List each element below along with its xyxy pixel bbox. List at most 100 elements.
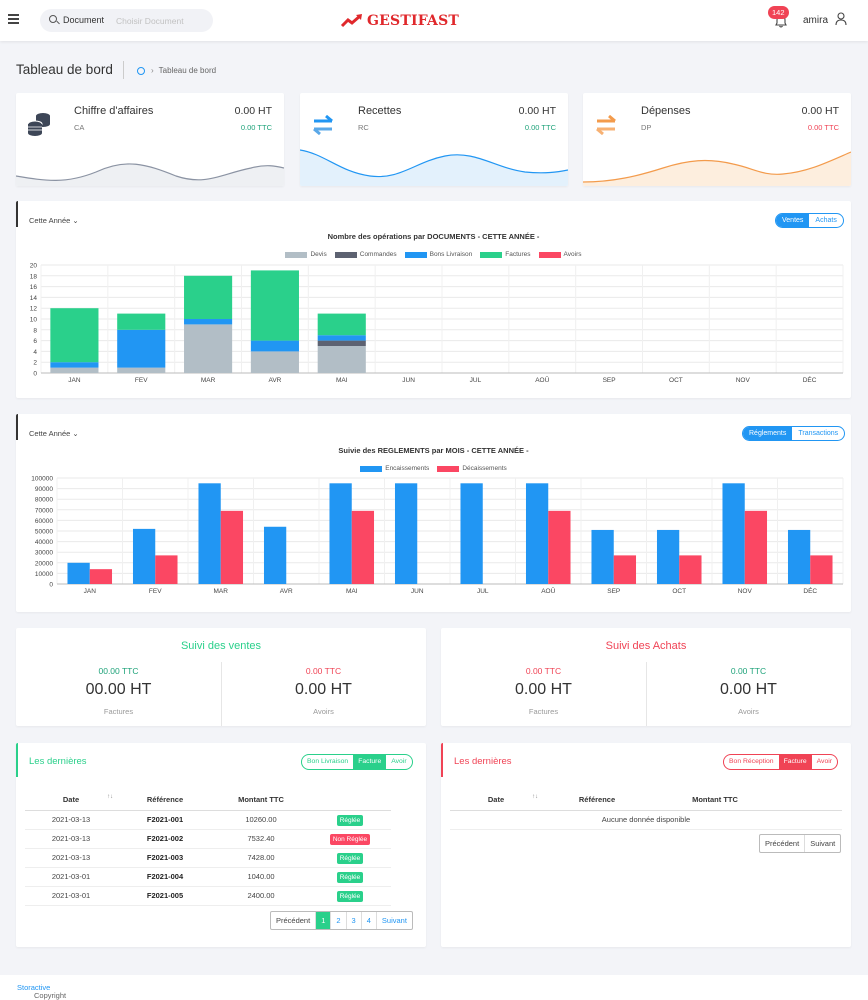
legend-label: Encaissements (385, 465, 430, 472)
row-reference[interactable]: F2021-001 (117, 810, 213, 830)
wave-decoration (300, 149, 568, 186)
legend-item[interactable]: Décaissements (437, 465, 507, 472)
status-badge: Réglée (336, 853, 364, 864)
reglements-transactions-toggle: Réglements Transactions (742, 426, 846, 441)
next-page[interactable]: Suivant (810, 839, 836, 848)
suivi-achats-avoirs: 0.00 TTC 0.00 HT Avoirs (646, 663, 851, 723)
bar (263, 526, 287, 584)
table-row-empty: Aucune donnée disponible (450, 810, 842, 830)
row-reference[interactable]: F2021-005 (117, 886, 213, 906)
user-icon[interactable] (835, 12, 847, 26)
y-tick-label: 80000 (35, 497, 53, 504)
table-row[interactable]: 2021-03-13 F2021-001 10260.00 Réglée (25, 810, 391, 830)
x-tick-label: MAR (201, 377, 216, 384)
row-reference[interactable]: F2021-004 (117, 867, 213, 887)
col-reference[interactable]: Référence (117, 790, 213, 811)
x-tick-label: AVR (268, 377, 281, 384)
legend-label: Décaissements (462, 465, 507, 472)
copyright: Copyright © 2021 Storactive (17, 983, 66, 1000)
documents-chart-card: Cette Année ⌄ Ventes Achats Nombre des o… (16, 201, 851, 398)
legend-label: Commandes (359, 251, 397, 258)
toggle-reglements[interactable]: Réglements (743, 427, 793, 440)
legend-item[interactable]: Encaissements (360, 465, 429, 472)
stat-code: DP (641, 123, 652, 132)
footer-link[interactable]: Storactive (17, 983, 51, 992)
prev-page[interactable]: Précédent (271, 912, 317, 929)
row-reference[interactable]: F2021-002 (117, 829, 213, 849)
brand-logo[interactable]: GESTIFAST (340, 11, 459, 31)
bar (250, 270, 299, 341)
toggle-ventes[interactable]: Ventes (776, 214, 810, 227)
tab-bon-livraison[interactable]: Bon Livraison (307, 758, 349, 765)
period-selector[interactable]: Cette Année ⌄ (29, 429, 79, 438)
chart-title: Nombre des opérations par DOCUMENTS - CE… (327, 232, 540, 241)
sort-icon[interactable]: ↑↓ (532, 794, 538, 800)
tab-avoir[interactable]: Avoir (391, 758, 407, 765)
home-icon[interactable] (137, 66, 145, 75)
stat-card-ca: Chiffre d'affaires CA 0.00 HT 0.00 TTC (16, 93, 284, 186)
legend-item[interactable]: Factures (480, 251, 531, 258)
bar (394, 483, 418, 584)
stat-title: Recettes (358, 105, 402, 117)
chart-legend: Encaissements Décaissements (16, 465, 851, 472)
col-label: Date (62, 795, 80, 805)
bar (787, 529, 811, 584)
bar (329, 483, 352, 584)
breadcrumb: › Tableau de bord (137, 66, 216, 75)
row-date: 2021-03-13 (25, 848, 117, 868)
y-tick-label: 40000 (35, 539, 53, 546)
card-accent (16, 743, 18, 777)
col-reference[interactable]: Référence (542, 790, 652, 811)
legend-item[interactable]: Avoirs (538, 251, 582, 258)
tab-facture[interactable]: Facture (778, 755, 812, 769)
stat-ht-value: 0.00 HT (801, 105, 839, 117)
bar (50, 362, 99, 368)
toggle-achats[interactable]: Achats (815, 217, 837, 224)
col-montant[interactable]: Montant TTC (652, 790, 778, 811)
search-category[interactable]: Document (63, 15, 105, 25)
table-row[interactable]: 2021-03-13 F2021-003 7428.00 Réglée (25, 848, 391, 868)
search-icon[interactable] (49, 15, 57, 23)
tab-bon-reception[interactable]: Bon Réception (729, 758, 774, 765)
col-date[interactable]: Date ↑↓ (25, 790, 117, 811)
page-1[interactable]: 1 (316, 912, 332, 929)
legend-item[interactable]: Bons Livraison (404, 251, 472, 258)
row-amount: 1040.00 (213, 867, 309, 887)
row-status: Réglée (309, 886, 391, 906)
period-selector[interactable]: Cette Année ⌄ (29, 216, 79, 225)
notification-badge: 142 (768, 6, 789, 19)
y-tick-label: 4 (33, 349, 37, 356)
table-row[interactable]: 2021-03-13 F2021-002 7532.40 Non Réglée (25, 829, 391, 849)
sort-icon[interactable]: ↑↓ (107, 794, 113, 800)
legend-swatch (360, 465, 383, 472)
row-reference[interactable]: F2021-003 (117, 848, 213, 868)
col-date[interactable]: Date ↑↓ (450, 790, 542, 811)
tab-avoir[interactable]: Avoir (816, 758, 833, 765)
col-montant[interactable]: Montant TTC (213, 790, 309, 811)
legend-item[interactable]: Devis (285, 251, 327, 258)
stat-code: RC (358, 123, 369, 132)
page-4[interactable]: 4 (362, 912, 377, 929)
prev-page[interactable]: Précédent (760, 835, 806, 852)
legend-item[interactable]: Commandes (334, 251, 397, 258)
toggle-transactions[interactable]: Transactions (798, 430, 839, 437)
chevron-right-icon: › (151, 66, 154, 75)
table-row[interactable]: 2021-03-01 F2021-005 2400.00 Réglée (25, 886, 391, 906)
x-tick-label: JUN (402, 377, 415, 384)
page-2[interactable]: 2 (331, 912, 347, 929)
bar (317, 335, 366, 341)
bar (351, 510, 375, 584)
x-tick-label: AOÛ (541, 586, 555, 595)
username[interactable]: amira (803, 15, 829, 26)
bar (613, 555, 637, 584)
col-label: Avoirs (738, 707, 759, 716)
menu-icon[interactable] (8, 14, 19, 24)
bar (722, 483, 745, 584)
search-input[interactable] (116, 13, 206, 28)
wave-decoration (583, 151, 851, 186)
next-page[interactable]: Suivant (381, 916, 407, 925)
tab-facture[interactable]: Facture (353, 755, 387, 769)
suivi-achats-panel: Suivi des Achats 0.00 TTC 0.00 HT Factur… (441, 628, 851, 726)
page-3[interactable]: 3 (347, 912, 362, 929)
table-row[interactable]: 2021-03-01 F2021-004 1040.00 Réglée (25, 867, 391, 887)
